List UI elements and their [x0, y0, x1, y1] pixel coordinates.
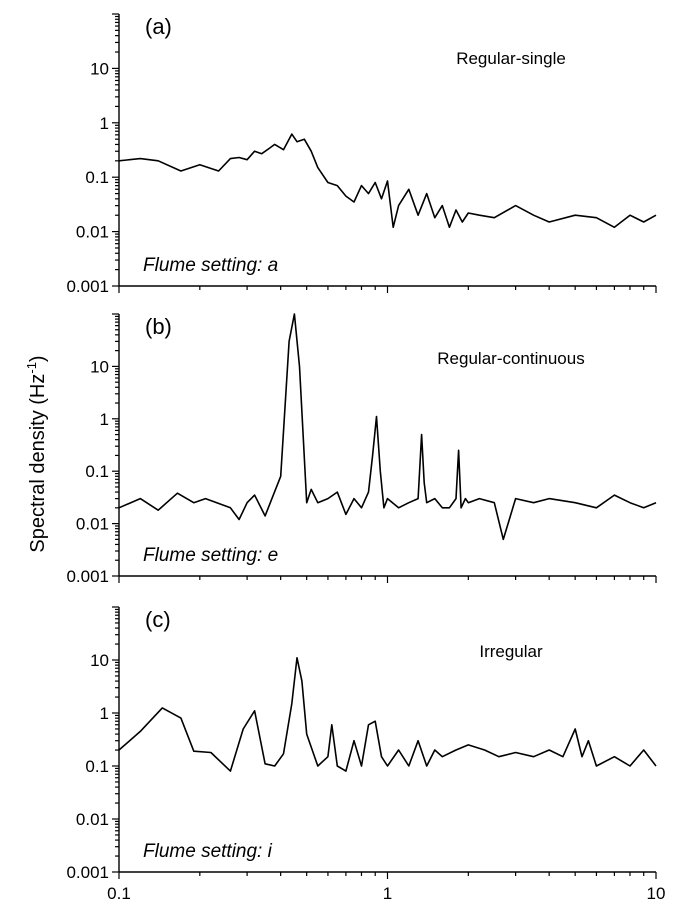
- y-tick-label: 0.001: [66, 863, 109, 882]
- y-tick-label: 10: [90, 357, 109, 376]
- y-tick-label: 0.001: [66, 277, 109, 296]
- y-tick-label: 0.1: [85, 168, 109, 187]
- series-title: Irregular: [479, 642, 543, 661]
- series-line: [118, 313, 657, 541]
- series-line: [118, 133, 657, 229]
- series-title: Regular-continuous: [437, 349, 584, 368]
- x-tick-label: 0.1: [107, 884, 131, 903]
- panel-c: 0.001 0.01 0.1 1 10 0.1 1 10 (c) Irregular Flume s…: [66, 606, 666, 903]
- panel-a: 0.001 0.01 0.1 1 10 (a) Regular-single Flume se…: [66, 13, 657, 296]
- y-tick-label: 1: [100, 410, 109, 429]
- flume-setting-label: Flume setting: i: [143, 841, 273, 862]
- y-tick-label: 0.01: [76, 223, 109, 242]
- y-tick-label: 1: [100, 114, 109, 133]
- series-title: Regular-single: [456, 49, 566, 68]
- y-tick-label: 0.01: [76, 515, 109, 534]
- y-tick-label: 1: [100, 704, 109, 723]
- flume-setting-label: Flume setting: a: [143, 255, 278, 276]
- flume-setting-label: Flume setting: e: [143, 545, 278, 566]
- x-tick-label: 1: [383, 884, 392, 903]
- panels-group: 0.001 0.01 0.1 1 10 (a) Regular-single Flume se…: [66, 13, 666, 903]
- y-axis-label-text: Spectral density (Hz: [27, 374, 49, 553]
- y-tick-label: 0.1: [85, 757, 109, 776]
- panel-label: (c): [145, 607, 171, 632]
- panel-label: (a): [145, 14, 172, 39]
- y-tick-label: 0.1: [85, 462, 109, 481]
- y-axis-label-superscript: -1: [24, 362, 39, 374]
- y-axis-label: Spectral density (Hz-1): [24, 355, 49, 552]
- y-axis-label-close: ): [27, 355, 49, 362]
- y-tick-label: 0.01: [76, 810, 109, 829]
- y-tick-label: 10: [90, 651, 109, 670]
- y-tick-label: 0.001: [66, 567, 109, 586]
- panel-label: (b): [145, 314, 172, 339]
- x-tick-label: 10: [647, 884, 666, 903]
- panel-b: 0.001 0.01 0.1 1 10 (b) Regular-continuous Flum…: [66, 313, 657, 586]
- series-line: [118, 656, 657, 772]
- y-tick-label: 10: [90, 59, 109, 78]
